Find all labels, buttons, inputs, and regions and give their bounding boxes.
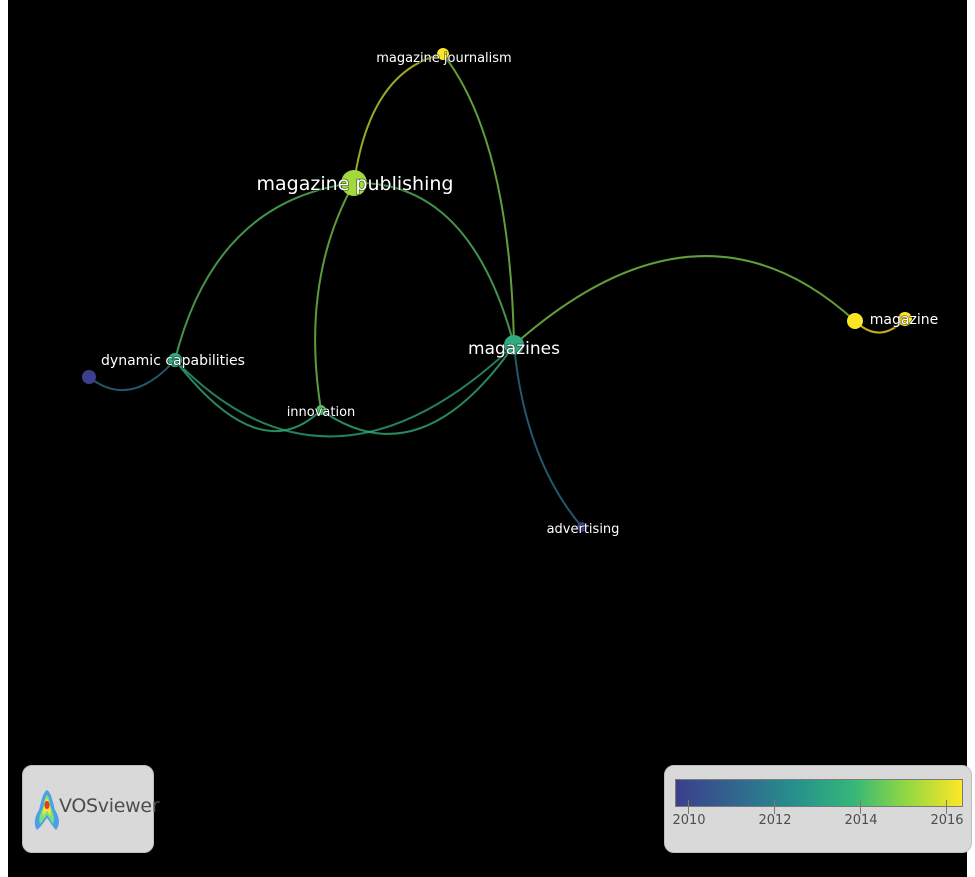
node-label-dynamic-capabilities[interactable]: dynamic capabilities — [100, 352, 245, 370]
link-magazine-publishing-magazines[interactable] — [353, 181, 515, 346]
node-magazine-2[interactable] — [898, 312, 912, 326]
node-magazine-journalism[interactable] — [437, 48, 449, 60]
node-dynamic-capabilities-2[interactable] — [82, 370, 96, 384]
label-layer: magazine journalism magazine publishing ma… — [100, 50, 939, 538]
link-magazine-publishing-dynamic-capabilities[interactable] — [174, 182, 355, 361]
year-color-legend: 2010 2012 2014 2016 — [664, 765, 972, 853]
link-dynamic-capabilities-innovation[interactable] — [174, 359, 322, 433]
year-color-gradient — [675, 779, 963, 807]
link-magazine-publishing-innovation[interactable] — [314, 182, 355, 411]
link-magazine-publishing-magazine-journalism[interactable] — [353, 53, 444, 184]
vosviewer-logo-text: VOSviewer — [59, 795, 160, 817]
legend-label-2010: 2010 — [672, 813, 706, 828]
link-innovation-magazines[interactable] — [320, 344, 515, 435]
link-magazine-journalism-magazines[interactable] — [442, 53, 515, 346]
node-dynamic-capabilities[interactable] — [168, 353, 182, 367]
node-layer — [82, 48, 912, 532]
legend-label-2012: 2012 — [758, 813, 792, 828]
link-dynamic-capabilities-magazines[interactable] — [174, 344, 515, 438]
node-label-magazine-journalism[interactable]: magazine journalism — [376, 50, 513, 67]
vosviewer-logo-icon — [34, 790, 59, 830]
link-magazines-magazine[interactable] — [513, 255, 856, 346]
legend-tick — [946, 800, 947, 814]
link-dynamic-capabilities-dynamic-capabilities-2[interactable] — [88, 359, 176, 392]
node-label-magazine-publishing[interactable]: magazine publishing — [256, 172, 454, 196]
node-label-magazines[interactable]: magazines — [467, 338, 561, 360]
window-left-edge — [0, 0, 8, 877]
node-label-magazine[interactable]: magazine — [869, 311, 939, 329]
legend-tick — [860, 800, 861, 814]
legend-label-2016: 2016 — [930, 813, 964, 828]
node-label-innovation[interactable]: innovation — [286, 404, 356, 421]
legend-tick — [688, 800, 689, 814]
link-magazines-advertising[interactable] — [513, 344, 583, 528]
link-layer — [88, 53, 906, 528]
vosviewer-logo[interactable]: VOSviewer — [22, 765, 160, 853]
node-label-advertising[interactable]: advertising — [546, 521, 620, 538]
window-right-edge — [967, 0, 975, 877]
legend-tick — [774, 800, 775, 814]
legend-label-2014: 2014 — [844, 813, 878, 828]
node-advertising[interactable] — [577, 522, 587, 532]
node-magazines[interactable] — [504, 335, 524, 355]
node-innovation[interactable] — [316, 405, 326, 415]
node-magazine-publishing[interactable] — [341, 170, 367, 196]
node-magazine[interactable] — [847, 313, 863, 329]
